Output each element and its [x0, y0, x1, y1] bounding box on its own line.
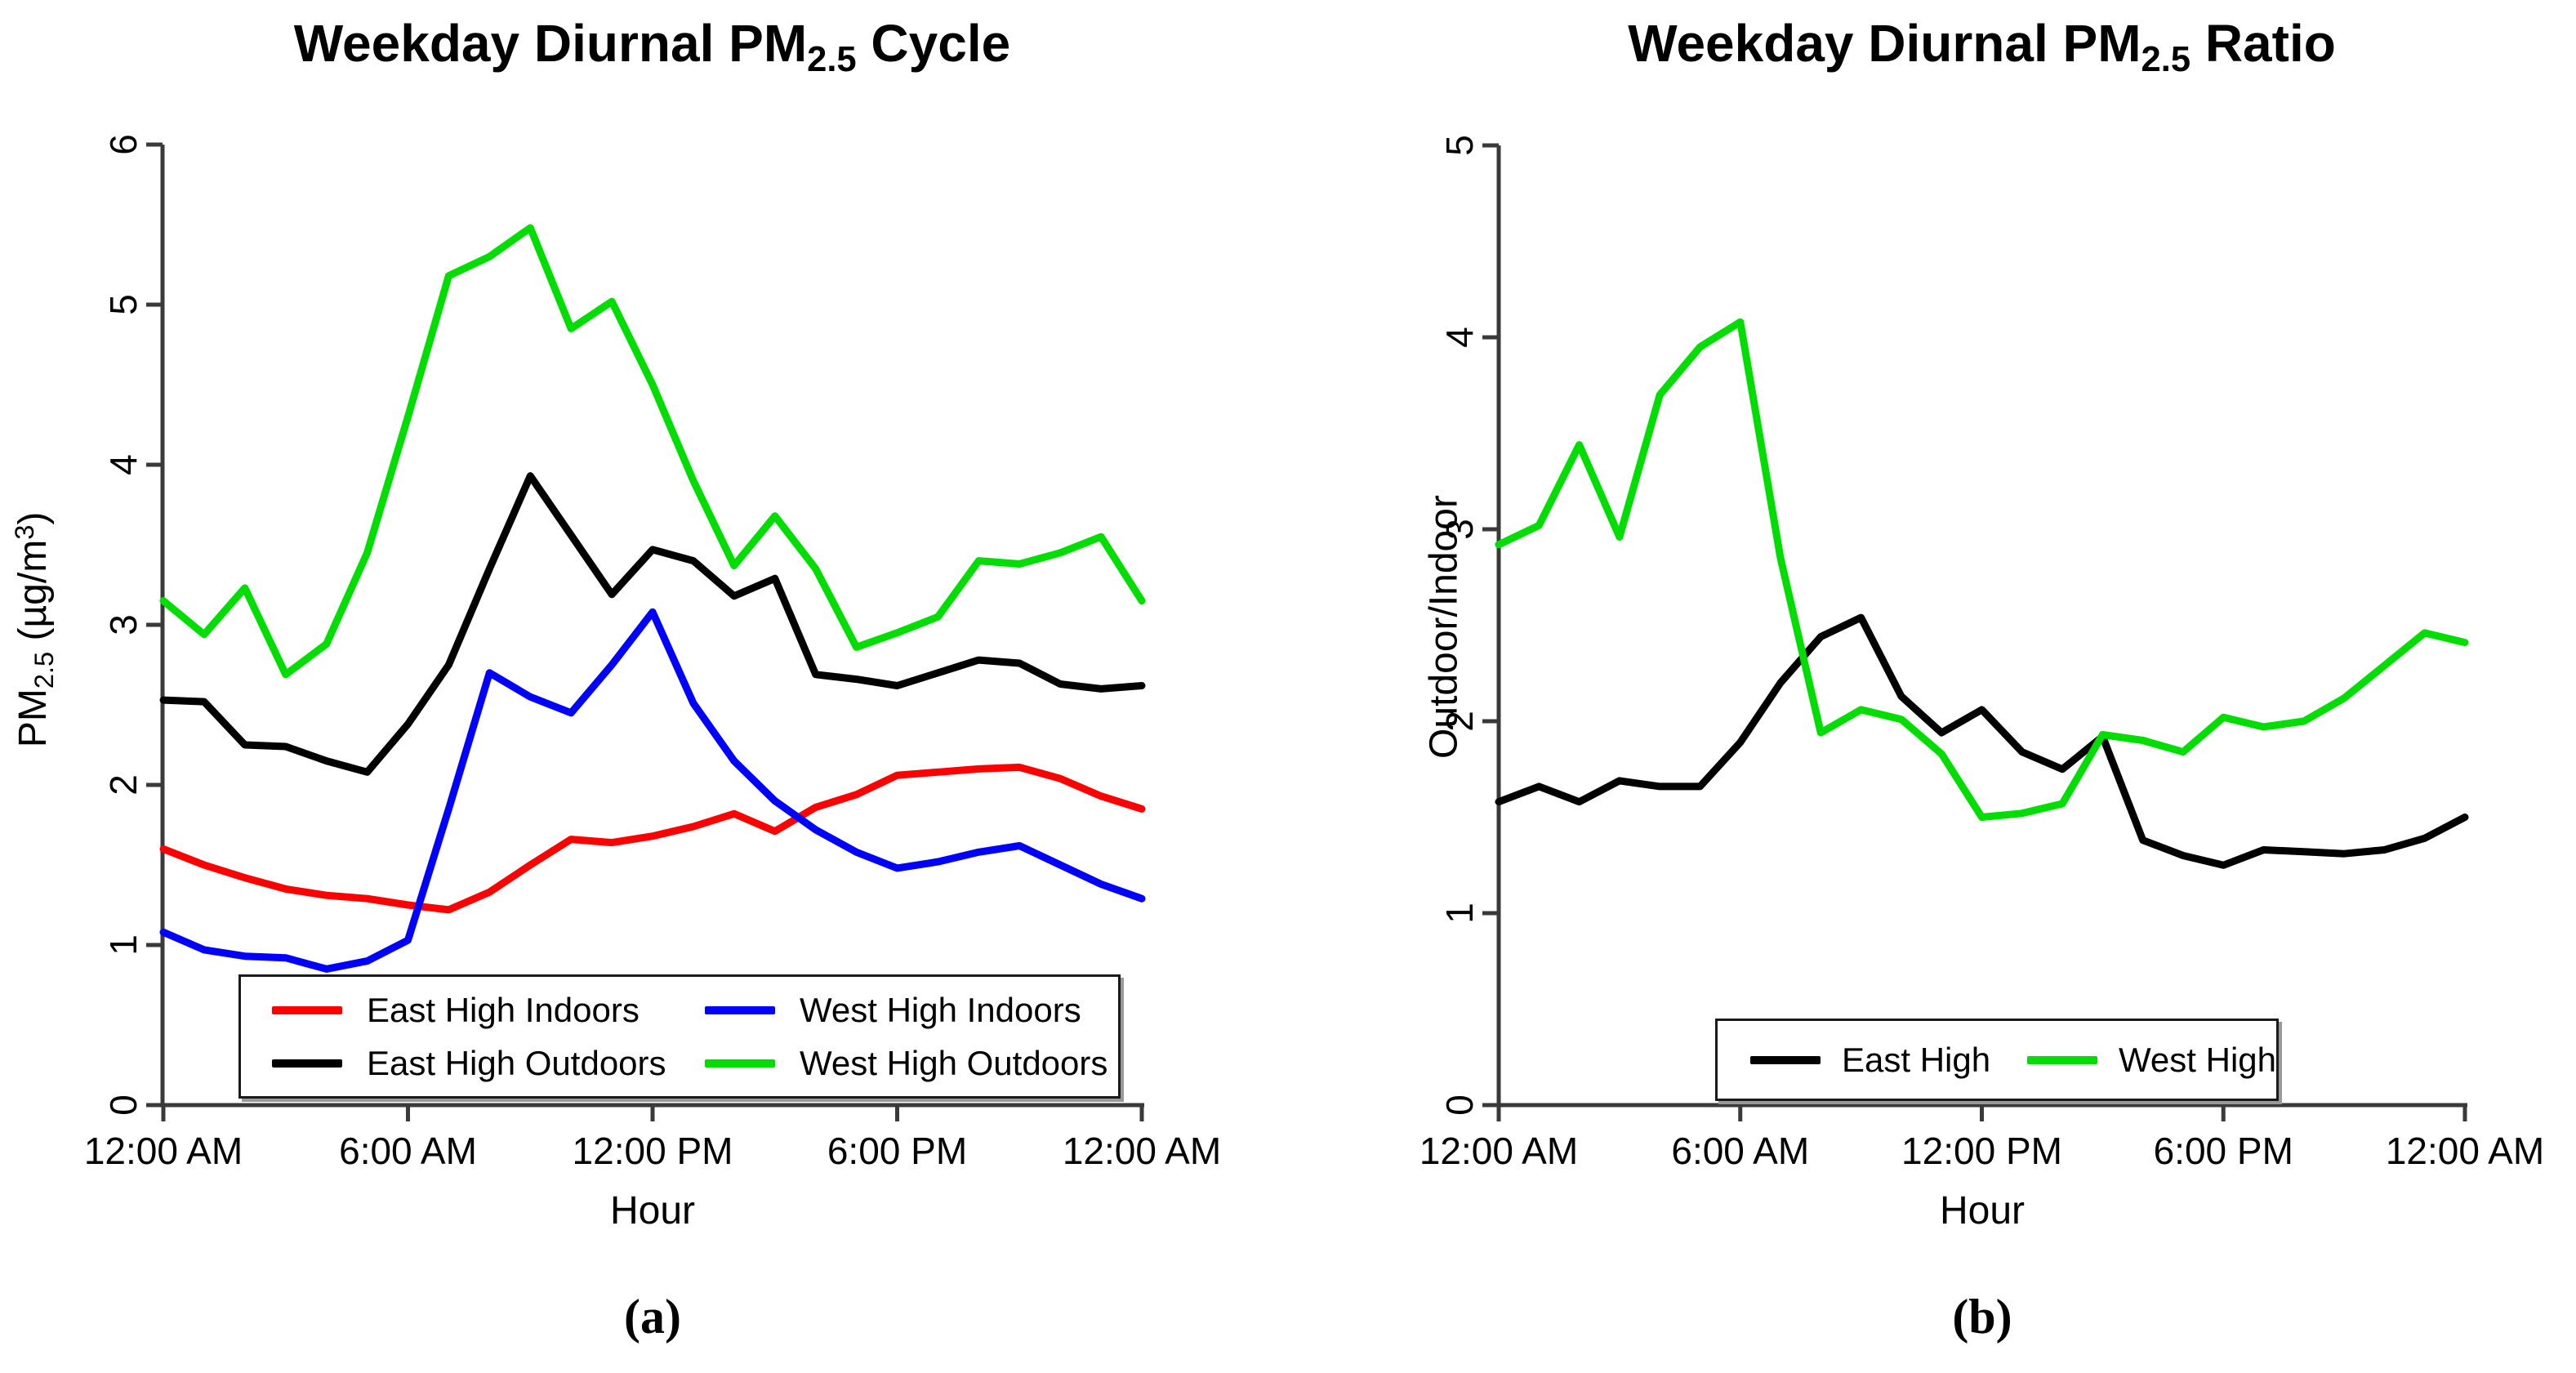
legend-swatch-east-high-outdoors: [272, 1059, 342, 1068]
chart-a-x-tick-label-1: 6:00 AM: [339, 1130, 477, 1172]
chart-b-title-suffix: Ratio: [2190, 14, 2336, 73]
chart-a-ylabel-sub: 2.5: [28, 651, 59, 689]
legend-entry-west-high: West High: [2027, 1041, 2276, 1080]
legend-swatch-east-high-indoors: [272, 1005, 342, 1014]
series-line-east-high: [1495, 613, 2469, 869]
chart-b-legend: East High West High: [1715, 1019, 2279, 1101]
legend-entry-west-high-outdoors: West High Outdoors: [705, 1044, 1108, 1083]
chart-a-x-axis-label: Hour: [609, 1189, 696, 1233]
chart-a-x-tick-label-3: 6:00 PM: [827, 1130, 967, 1172]
chart-a-y-tick-label-6: 6: [102, 134, 145, 155]
series-line-west-high-outdoors: [159, 224, 1146, 679]
chart-a-x-tick-label-0: 12:00 AM: [84, 1130, 243, 1172]
legend-label-east-high: East High: [1842, 1040, 1991, 1079]
chart-b-y-axis-label: Outdoor/Indoor: [1422, 456, 1467, 799]
chart-a-y-tick-label-4: 4: [102, 454, 145, 475]
legend-label-west-high-outdoors: West High Outdoors: [800, 1043, 1108, 1082]
chart-b-x-tick-label-0: 12:00 AM: [1419, 1130, 1578, 1172]
chart-a-ylabel-p1: PM: [11, 689, 55, 748]
chart-b-x-tick-label-2: 12:00 PM: [1901, 1130, 2062, 1172]
legend-entry-east-high-indoors: East High Indoors: [241, 991, 705, 1030]
series-line-west-high-indoors: [159, 608, 1146, 973]
chart-a-ylabel-p2: (µg/m: [11, 539, 55, 652]
chart-a-legend-row-1: East High Indoors West High Indoors: [241, 991, 1118, 1030]
legend-label-west-high-indoors: West High Indoors: [800, 990, 1081, 1029]
chart-a-title-suffix: Cycle: [856, 14, 1011, 73]
chart-b-legend-row: East High West High: [1718, 1041, 2276, 1080]
chart-a-ylabel-sup: 3: [9, 524, 40, 540]
chart-b-title: Weekday Diurnal PM2.5 Ratio: [1499, 13, 2465, 80]
chart-a-title-text: Weekday Diurnal PM: [293, 14, 808, 73]
chart-a-legend: East High Indoors West High Indoors East…: [238, 974, 1121, 1099]
legend-entry-east-high: East High: [1718, 1041, 2027, 1080]
chart-b-x-tick-label-3: 6:00 PM: [2154, 1130, 2293, 1172]
chart-a-y-tick-label-0: 0: [102, 1094, 145, 1116]
chart-a-y-tick-label-5: 5: [102, 294, 145, 315]
legend-swatch-west-high-indoors: [705, 1005, 775, 1014]
chart-b-y-tick-label-5: 5: [1438, 135, 1481, 156]
chart-b-y-tick-label-4: 4: [1438, 327, 1481, 348]
chart-b-y-tick-label-1: 1: [1438, 903, 1481, 924]
chart-b-y-tick-label-2: 2: [1438, 711, 1481, 732]
chart-b-title-subscript: 2.5: [2141, 40, 2191, 80]
chart-a-legend-row-2: East High Outdoors West High Outdoors: [241, 1044, 1118, 1083]
chart-b-x-tick-label-4: 12:00 AM: [2386, 1130, 2544, 1172]
chart-a-title-subscript: 2.5: [807, 40, 857, 80]
chart-b-caption: (b): [1952, 1290, 2012, 1344]
chart-b-ylabel-text: Outdoor/Indoor: [1422, 495, 1466, 759]
legend-label-west-high: West High: [2119, 1040, 2276, 1079]
chart-a-y-tick-label-3: 3: [102, 614, 145, 635]
legend-swatch-west-high: [2027, 1055, 2098, 1064]
legend-label-east-high-indoors: East High Indoors: [367, 990, 640, 1029]
series-line-east-high-indoors: [159, 763, 1146, 914]
legend-entry-west-high-indoors: West High Indoors: [705, 991, 1081, 1030]
chart-a-x-tick-label-2: 12:00 PM: [573, 1130, 733, 1172]
chart-b-title-text: Weekday Diurnal PM: [1628, 14, 2141, 73]
chart-b-x-tick-label-1: 6:00 AM: [1671, 1130, 1809, 1172]
chart-b-x-axis-label: Hour: [1939, 1189, 2026, 1233]
chart-a-y-tick-label-2: 2: [102, 774, 145, 796]
chart-a-title: Weekday Diurnal PM2.5 Cycle: [163, 13, 1142, 80]
chart-a-caption: (a): [624, 1290, 681, 1344]
chart-a-y-axis-label: PM2.5 (µg/m3): [9, 458, 60, 801]
chart-a-x-tick-label-4: 12:00 AM: [1063, 1130, 1221, 1172]
legend-swatch-west-high-outdoors: [705, 1059, 775, 1068]
chart-a-y-tick-label-1: 1: [102, 934, 145, 956]
legend-entry-east-high-outdoors: East High Outdoors: [241, 1044, 705, 1083]
chart-b-y-tick-label-0: 0: [1438, 1094, 1481, 1116]
legend-label-east-high-outdoors: East High Outdoors: [367, 1043, 666, 1082]
series-line-west-high: [1495, 318, 2469, 821]
series-line-east-high-outdoors: [159, 472, 1146, 776]
chart-b-y-tick-label-3: 3: [1438, 519, 1481, 540]
chart-a-ylabel-p3: ): [11, 511, 55, 525]
legend-swatch-east-high: [1750, 1055, 1821, 1064]
